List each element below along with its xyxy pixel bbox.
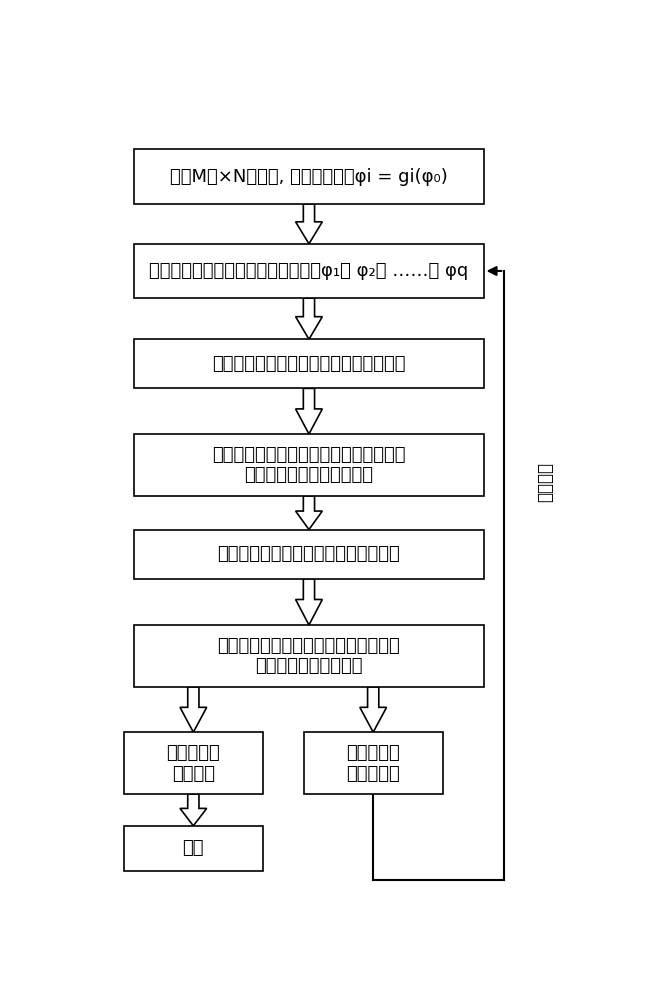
Polygon shape (296, 388, 322, 434)
Text: 方向图不满
足赋形要求: 方向图不满 足赋形要求 (346, 744, 400, 783)
Text: 结束: 结束 (182, 839, 204, 857)
Bar (134, 339, 484, 388)
Text: 将中频幅相値扩展为其它频点的幅相値: 将中频幅相値扩展为其它频点的幅相値 (217, 545, 400, 563)
Polygon shape (296, 496, 322, 530)
Text: 根据修正后的方向图公式，利用优化算法
获取满足要求的中频幅相値: 根据修正后的方向图公式，利用优化算法 获取满足要求的中频幅相値 (212, 446, 406, 484)
Text: 将相位因子带入方向图计算公式进行修正: 将相位因子带入方向图计算公式进行修正 (212, 355, 406, 373)
Bar (304, 732, 443, 794)
Bar (134, 149, 484, 204)
Text: 方向图满足
赋形要求: 方向图满足 赋形要求 (166, 744, 220, 783)
Polygon shape (360, 687, 387, 732)
Text: 获取在赋形方向上的典型频点的相位φ₁、 φ₂、 ……、 φq: 获取在赋形方向上的典型频点的相位φ₁、 φ₂、 ……、 φq (149, 262, 469, 280)
Polygon shape (180, 794, 207, 826)
Bar (134, 434, 484, 496)
Polygon shape (296, 204, 322, 244)
Text: 频点加密: 频点加密 (536, 462, 554, 502)
Bar (124, 826, 263, 871)
Bar (134, 625, 484, 687)
Polygon shape (296, 298, 322, 339)
Bar (124, 732, 263, 794)
Bar (134, 244, 484, 298)
Text: 对于M行×N列阵面, 获取相位函数φi = gi(φ₀): 对于M行×N列阵面, 获取相位函数φi = gi(φ₀) (170, 168, 448, 186)
Bar (134, 530, 484, 579)
Text: 将各频点幅相値带入阵面方向图公式，
求解阵面的空间方向图: 将各频点幅相値带入阵面方向图公式， 求解阵面的空间方向图 (217, 637, 400, 675)
Polygon shape (296, 579, 322, 625)
Polygon shape (180, 687, 207, 732)
